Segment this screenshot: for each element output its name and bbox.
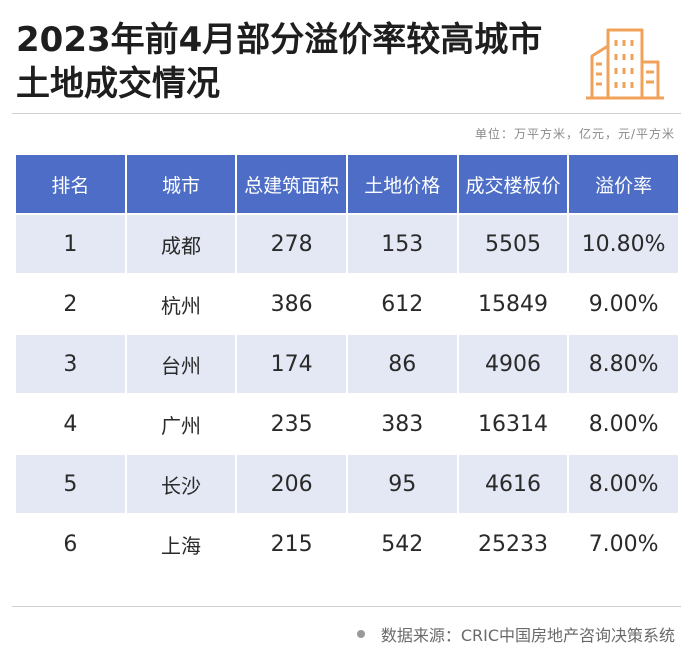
city-buildings-icon xyxy=(586,28,664,100)
page-title: 2023年前4月部分溢价率较高城市土地成交情况 xyxy=(16,20,543,104)
cell-floor-area: 206 xyxy=(237,455,346,513)
header-city: 城市 xyxy=(126,155,236,213)
cell-rank: 2 xyxy=(16,275,125,333)
cell-rank: 3 xyxy=(16,335,125,393)
table-row: 6 上海 215 542 25233 7.00% xyxy=(16,515,678,573)
cell-land-price: 86 xyxy=(347,335,457,393)
cell-floor-price: 16314 xyxy=(458,395,568,453)
header-land-price: 土地价格 xyxy=(347,155,457,213)
bottom-divider xyxy=(12,606,681,607)
cell-floor-area: 235 xyxy=(237,395,346,453)
cell-floor-area: 386 xyxy=(237,275,346,333)
cell-premium-rate: 7.00% xyxy=(569,515,678,573)
cell-floor-area: 215 xyxy=(237,515,346,573)
cell-floor-area: 278 xyxy=(237,215,346,273)
bullet-dot-icon xyxy=(356,630,365,638)
cell-floor-price: 25233 xyxy=(458,515,568,573)
top-divider xyxy=(12,113,681,114)
unit-note: 单位：万平方米，亿元，元/平方米 xyxy=(474,127,675,141)
cell-land-price: 95 xyxy=(347,455,457,513)
header-floor-area: 总建筑面积 xyxy=(237,155,346,213)
cell-floor-price: 5505 xyxy=(458,215,568,273)
cell-land-price: 542 xyxy=(347,515,457,573)
cell-premium-rate: 8.80% xyxy=(569,335,678,393)
cell-premium-rate: 8.00% xyxy=(569,395,678,453)
table-header-row: 排名 城市 总建筑面积 土地价格 成交楼板价 溢价率 xyxy=(16,155,678,213)
cell-rank: 1 xyxy=(16,215,125,273)
cell-floor-price: 4906 xyxy=(458,335,568,393)
cell-floor-area: 174 xyxy=(237,335,346,393)
table-row: 4 广州 235 383 16314 8.00% xyxy=(16,395,678,453)
cell-rank: 5 xyxy=(16,455,125,513)
header-premium-rate: 溢价率 xyxy=(569,155,678,213)
cell-city: 上海 xyxy=(126,515,236,573)
header-rank: 排名 xyxy=(16,155,125,213)
table-row: 5 长沙 206 95 4616 8.00% xyxy=(16,455,678,513)
cell-city: 广州 xyxy=(126,395,236,453)
source-text: 数据来源：CRIC中国房地产咨询决策系统 xyxy=(380,626,675,645)
data-table: 排名 城市 总建筑面积 土地价格 成交楼板价 溢价率 1 成都 278 153 … xyxy=(14,153,680,575)
cell-city: 台州 xyxy=(126,335,236,393)
cell-floor-price: 15849 xyxy=(458,275,568,333)
source-line: 数据来源：CRIC中国房地产咨询决策系统 xyxy=(356,622,675,646)
table-row: 2 杭州 386 612 15849 9.00% xyxy=(16,275,678,333)
cell-land-price: 383 xyxy=(347,395,457,453)
cell-city: 成都 xyxy=(126,215,236,273)
cell-city: 长沙 xyxy=(126,455,236,513)
cell-city: 杭州 xyxy=(126,275,236,333)
cell-premium-rate: 8.00% xyxy=(569,455,678,513)
cell-rank: 4 xyxy=(16,395,125,453)
cell-land-price: 612 xyxy=(347,275,457,333)
table-row: 3 台州 174 86 4906 8.80% xyxy=(16,335,678,393)
header-floor-price: 成交楼板价 xyxy=(458,155,568,213)
table-row: 1 成都 278 153 5505 10.80% xyxy=(16,215,678,273)
cell-rank: 6 xyxy=(16,515,125,573)
cell-premium-rate: 9.00% xyxy=(569,275,678,333)
cell-floor-price: 4616 xyxy=(458,455,568,513)
cell-premium-rate: 10.80% xyxy=(569,215,678,273)
cell-land-price: 153 xyxy=(347,215,457,273)
